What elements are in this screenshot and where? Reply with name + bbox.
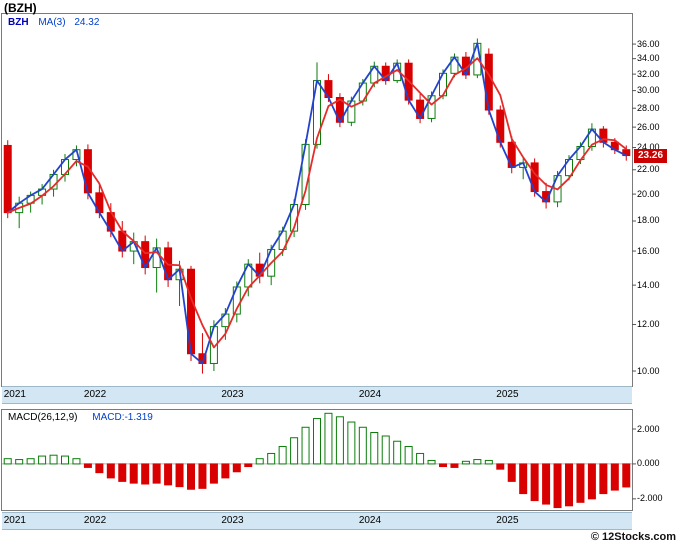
copyright-link[interactable]: © 12Stocks.com: [590, 531, 676, 543]
y-axis-label: 24.00: [637, 142, 660, 153]
x-axis-year-label: 2022: [83, 389, 107, 400]
macd-params-label: MACD(26,12,9): [8, 412, 78, 423]
legend-ma-label: MA(3): [38, 17, 66, 28]
y-axis-label: 10.00: [637, 365, 660, 376]
x-axis-year-label: 2022: [83, 515, 107, 526]
y-axis-label: 28.00: [637, 102, 660, 113]
x-axis-year-label: 2023: [221, 389, 244, 400]
macd-histogram: [3, 412, 631, 509]
y-axis-label: -2.000: [637, 493, 663, 504]
x-axis-year-label: 2024: [358, 515, 382, 526]
y-axis-label: 32.00: [637, 68, 660, 79]
macd-pane-border: [1, 409, 633, 511]
legend-ma-value: 24.32: [74, 17, 100, 28]
y-axis-label: 36.00: [637, 38, 660, 49]
y-axis-label: 14.00: [637, 279, 660, 290]
y-axis-label: 18.00: [637, 215, 660, 226]
y-axis-label: 0.000: [637, 458, 660, 469]
x-axis-year-label: 2023: [221, 515, 244, 526]
macd-legend: MACD(26,12,9) MACD:-1.319: [8, 412, 153, 423]
x-axis-band-main: 2021 2022 2023 2024 2025: [2, 386, 632, 404]
x-axis-year-label: 2024: [358, 389, 382, 400]
x-axis-year-label: 2025: [496, 389, 519, 400]
main-chart-legend: BZH MA(3) 24.32: [8, 17, 99, 28]
y-axis-label: 30.00: [637, 85, 660, 96]
ma3-line: [6, 57, 628, 349]
macd-value-label: MACD:-1.319: [92, 412, 153, 423]
x-axis-year-label: 2021: [3, 389, 26, 400]
axis-tick-marks: [632, 43, 636, 500]
last-price-badge: 23.26: [634, 148, 668, 163]
y-axis-label: 2.000: [637, 423, 660, 434]
x-axis-band-macd: 2021 2022 2023 2024 2025: [2, 512, 632, 530]
y-axis-label: 26.00: [637, 121, 660, 132]
x-axis-year-label: 2025: [496, 515, 519, 526]
y-axis-label: 20.00: [637, 188, 660, 199]
candlestick-series: [3, 38, 631, 374]
close-price-line: [6, 42, 628, 365]
y-axis-label: 12.00: [637, 318, 660, 329]
y-axis-label: 16.00: [637, 245, 660, 256]
y-axis-label: 22.00: [637, 164, 660, 175]
x-axis-year-label: 2021: [3, 515, 26, 526]
legend-symbol: BZH: [8, 17, 29, 28]
y-axis-label: 34.00: [637, 53, 660, 64]
symbol-title: (BZH): [4, 1, 37, 15]
